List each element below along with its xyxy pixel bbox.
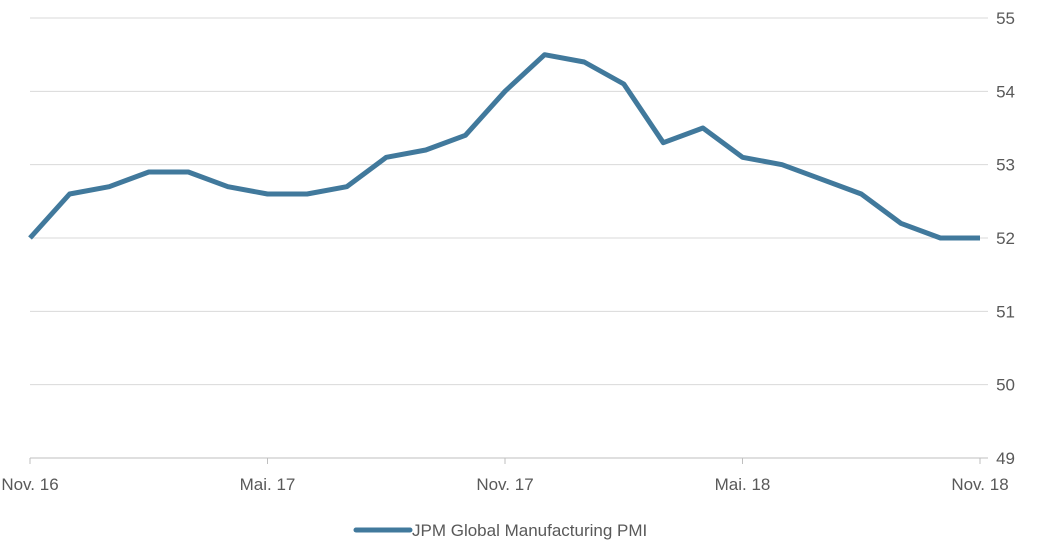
- x-tick-label: Nov. 17: [476, 475, 533, 494]
- y-tick-label: 55: [996, 9, 1015, 28]
- x-tick-label: Mai. 18: [715, 475, 771, 494]
- y-tick-label: 51: [996, 302, 1015, 321]
- series-line-0: [28, 52, 980, 241]
- x-tick-label: Nov. 16: [1, 475, 58, 494]
- y-tick-label: 52: [996, 229, 1015, 248]
- x-tick-label: Nov. 18: [951, 475, 1008, 494]
- y-tick-label: 54: [996, 82, 1015, 101]
- y-axis-ticks: 49 50 51 52 53 54 55: [996, 9, 1015, 468]
- series-lines: [28, 52, 980, 241]
- y-tick-label: 49: [996, 449, 1015, 468]
- y-tick-label: 53: [996, 156, 1015, 175]
- y-tick-label: 50: [996, 376, 1015, 395]
- gridlines: [30, 17, 988, 459]
- x-tick-label: Mai. 17: [240, 475, 296, 494]
- legend: JPM Global Manufacturing PMI: [353, 521, 647, 540]
- x-axis: Nov. 16 Mai. 17 Nov. 17 Mai. 18 Nov. 18: [1, 457, 1009, 494]
- legend-label: JPM Global Manufacturing PMI: [412, 521, 647, 540]
